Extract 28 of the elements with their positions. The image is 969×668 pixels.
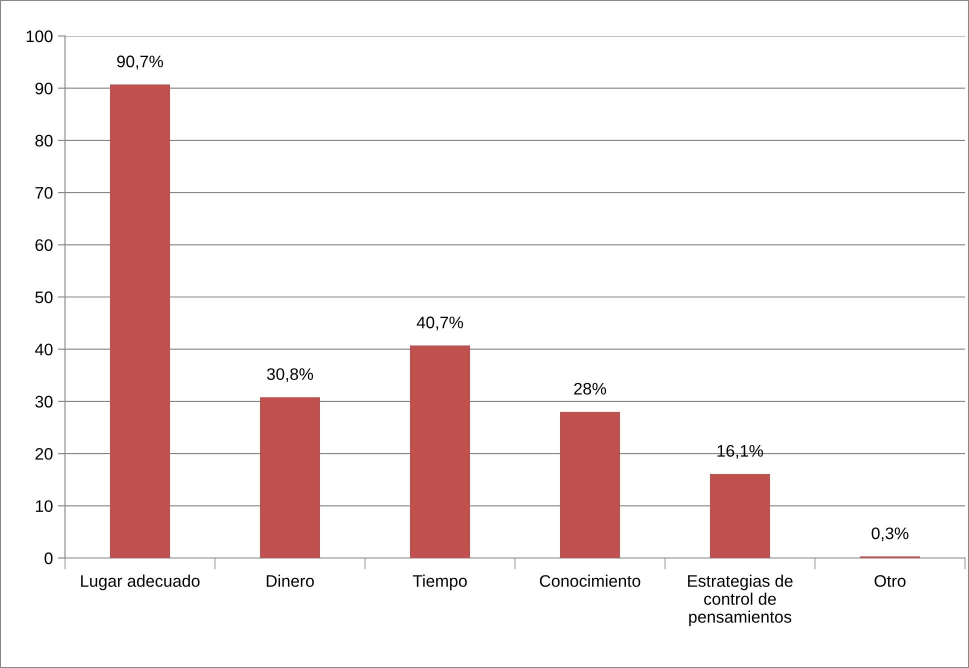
y-tick-label: 0 — [44, 552, 53, 564]
y-tick-label: 50 — [35, 291, 53, 304]
y-tick-label: 30 — [35, 396, 53, 408]
y-tick-label: 90 — [35, 82, 53, 94]
data-label: 28% — [574, 382, 606, 395]
x-tick-label: Otro — [874, 575, 906, 587]
bar — [260, 397, 320, 558]
bar — [410, 346, 470, 558]
y-tick-label: 80 — [35, 134, 53, 147]
bar — [710, 474, 770, 558]
y-tick-label: 10 — [36, 500, 53, 512]
data-label: 30,8% — [267, 368, 314, 382]
x-tick-label: Lugar adecuado — [81, 574, 200, 590]
x-tick-label: Dinero — [266, 574, 314, 587]
data-label: 40,7% — [416, 316, 464, 330]
x-tick-label: Tiempo — [412, 574, 467, 590]
y-tick-label: 20 — [35, 448, 53, 460]
data-label: 0,3% — [872, 527, 908, 542]
data-label: 90,7% — [117, 56, 164, 70]
y-tick-label: 70 — [36, 187, 53, 199]
y-tick-label: 40 — [35, 344, 53, 356]
y-tick-label: 100 — [26, 30, 53, 42]
x-tick-label: Conocimiento — [540, 574, 640, 587]
y-tick-label: 60 — [36, 239, 53, 252]
x-tick-label: Estrategias de control de pensamientos — [688, 574, 793, 626]
data-label: 16,1% — [718, 444, 764, 459]
bar — [560, 412, 620, 558]
bar — [110, 84, 170, 558]
